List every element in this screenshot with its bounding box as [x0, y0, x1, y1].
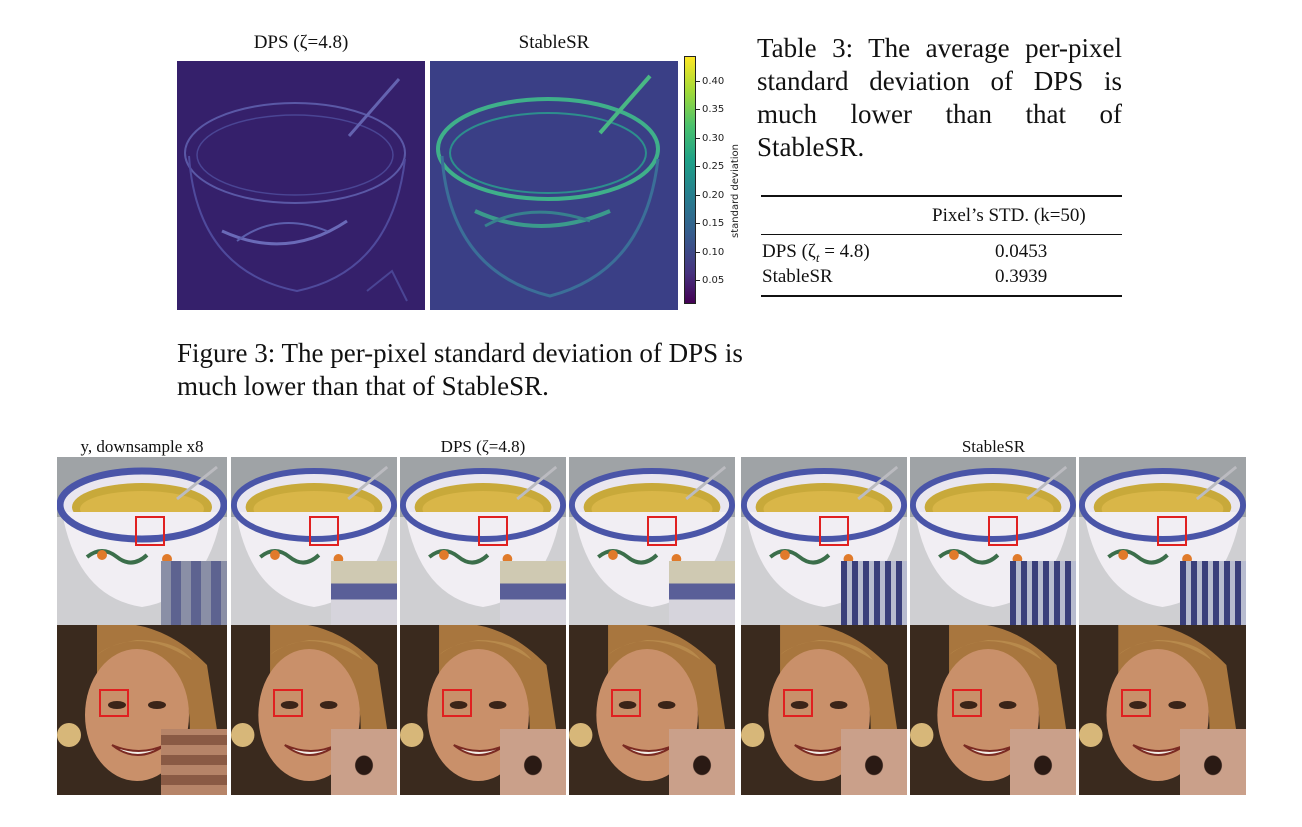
highlight-box: [647, 516, 677, 546]
highlight-box: [1121, 689, 1151, 717]
zoom-inset: [1180, 561, 1246, 625]
zoom-inset: [1180, 729, 1246, 795]
zoom-inset: [669, 561, 735, 625]
highlight-box: [611, 689, 641, 717]
bowl-image-tile: [569, 457, 735, 625]
group-title-dps: DPS (ζ=4.8): [440, 437, 526, 456]
table-top-rule: [761, 195, 1122, 197]
colorbar-tick: 0.10: [696, 247, 724, 258]
colorbar-tick: 0.40: [696, 76, 724, 87]
zoom-inset: [331, 729, 397, 795]
colorbar-label: standard deviation: [730, 143, 741, 238]
table-bottom-rule: [761, 295, 1122, 297]
zoom-inset: [1010, 561, 1076, 625]
highlight-box: [442, 689, 472, 717]
zoom-inset: [669, 729, 735, 795]
bowl-image-tile: [910, 457, 1076, 625]
colorbar-tick: 0.05: [696, 275, 724, 286]
highlight-box: [478, 516, 508, 546]
zoom-inset: [841, 729, 907, 795]
highlight-box: [988, 516, 1018, 546]
table-row-method: StableSR: [762, 266, 833, 287]
colorbar-tick: 0.35: [696, 104, 724, 115]
face-image-tile: [400, 625, 566, 795]
table-caption: Table 3: The average per-pixel standard …: [757, 33, 1122, 162]
colorbar-tick: 0.25: [696, 161, 724, 172]
table-mid-rule: [761, 234, 1122, 235]
colorbar: [684, 56, 696, 304]
highlight-box: [135, 516, 165, 546]
heatmap-stablesr: [430, 61, 678, 310]
highlight-box: [819, 516, 849, 546]
highlight-box: [309, 516, 339, 546]
zoom-inset: [331, 561, 397, 625]
colorbar-tick: 0.20: [696, 190, 724, 201]
group-title-input: y, downsample x8: [80, 437, 204, 456]
table-row-value: 0.3939: [995, 266, 1048, 287]
table-row-method: DPS (ζt = 4.8): [762, 241, 870, 265]
figure-caption: Figure 3: The per-pixel standard deviati…: [177, 338, 743, 401]
zoom-inset: [161, 729, 227, 795]
highlight-box: [273, 689, 303, 717]
zoom-inset: [161, 561, 227, 625]
table-row-value: 0.0453: [995, 241, 1048, 262]
heatmap-title-stablesr: StableSR: [518, 32, 590, 53]
highlight-box: [783, 689, 813, 717]
heatmap-dps: [177, 61, 425, 310]
zoom-inset: [1010, 729, 1076, 795]
highlight-box: [952, 689, 982, 717]
colorbar-tick: 0.30: [696, 133, 724, 144]
zoom-inset: [500, 729, 566, 795]
zoom-inset: [841, 561, 907, 625]
highlight-box: [1157, 516, 1187, 546]
heatmap-title-dps: DPS (ζ=4.8): [253, 32, 349, 53]
zoom-inset: [500, 561, 566, 625]
table-header: Pixel’s STD. (k=50): [932, 205, 1086, 226]
highlight-box: [99, 689, 129, 717]
group-title-stablesr: StableSR: [961, 437, 1026, 456]
colorbar-tick: 0.15: [696, 218, 724, 229]
